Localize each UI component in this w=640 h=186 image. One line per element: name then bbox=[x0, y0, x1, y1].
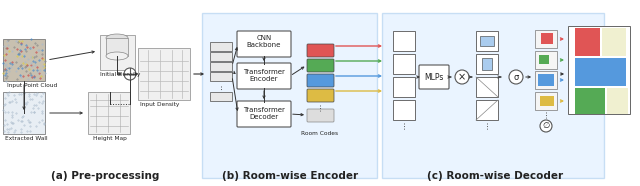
Text: Transformer
Encoder: Transformer Encoder bbox=[243, 68, 285, 81]
Bar bbox=[575, 88, 605, 114]
Bar bbox=[476, 100, 498, 120]
FancyBboxPatch shape bbox=[307, 59, 334, 72]
Bar bbox=[393, 54, 415, 74]
Ellipse shape bbox=[106, 34, 128, 42]
Bar bbox=[210, 72, 232, 81]
Bar bbox=[476, 77, 498, 97]
Text: (c) Room-wise Decoder: (c) Room-wise Decoder bbox=[427, 171, 563, 181]
Text: ∅: ∅ bbox=[542, 121, 550, 131]
Text: Room Codes: Room Codes bbox=[301, 131, 339, 136]
FancyBboxPatch shape bbox=[307, 44, 334, 57]
Circle shape bbox=[509, 70, 523, 84]
Bar bbox=[476, 31, 498, 51]
Bar bbox=[568, 26, 630, 114]
Text: Input Point Cloud: Input Point Cloud bbox=[7, 83, 57, 88]
Bar bbox=[538, 74, 554, 86]
Text: Input Density: Input Density bbox=[140, 102, 179, 107]
Bar bbox=[210, 62, 232, 71]
FancyBboxPatch shape bbox=[307, 74, 334, 87]
Bar bbox=[100, 35, 135, 70]
Bar bbox=[210, 92, 232, 101]
Text: (b) Room-wise Encoder: (b) Room-wise Encoder bbox=[222, 171, 358, 181]
FancyBboxPatch shape bbox=[419, 65, 449, 89]
Bar bbox=[210, 42, 232, 51]
Bar bbox=[539, 55, 549, 64]
Bar bbox=[393, 100, 415, 120]
FancyBboxPatch shape bbox=[237, 101, 291, 127]
Bar bbox=[476, 54, 498, 74]
Bar bbox=[575, 28, 600, 56]
Text: (a) Pre-processing: (a) Pre-processing bbox=[51, 171, 159, 181]
FancyBboxPatch shape bbox=[307, 89, 334, 102]
Bar bbox=[210, 52, 232, 61]
Bar bbox=[480, 36, 494, 46]
Text: Height Map: Height Map bbox=[93, 136, 127, 141]
Bar bbox=[535, 30, 557, 48]
Circle shape bbox=[124, 68, 136, 80]
Text: σ: σ bbox=[513, 73, 518, 81]
Bar bbox=[540, 96, 554, 106]
Text: ×: × bbox=[458, 72, 466, 82]
Bar bbox=[482, 58, 492, 70]
Bar bbox=[535, 92, 557, 110]
FancyBboxPatch shape bbox=[237, 31, 291, 57]
Text: Initial Density: Initial Density bbox=[100, 72, 140, 77]
Bar bbox=[535, 51, 557, 69]
Circle shape bbox=[540, 120, 552, 132]
Bar bbox=[88, 92, 130, 134]
Bar bbox=[575, 58, 626, 86]
FancyBboxPatch shape bbox=[307, 109, 334, 122]
Bar bbox=[382, 13, 604, 178]
FancyBboxPatch shape bbox=[237, 63, 291, 89]
Bar bbox=[541, 33, 553, 44]
Text: Transformer
Decoder: Transformer Decoder bbox=[243, 107, 285, 119]
Text: CNN
Backbone: CNN Backbone bbox=[247, 34, 281, 47]
Bar bbox=[138, 48, 190, 100]
Bar bbox=[535, 71, 557, 89]
Bar bbox=[3, 92, 45, 134]
Text: MLPs: MLPs bbox=[424, 73, 444, 81]
Bar bbox=[3, 39, 45, 81]
Bar bbox=[202, 13, 377, 178]
Bar bbox=[607, 88, 628, 114]
Bar bbox=[106, 38, 128, 56]
Bar bbox=[602, 28, 626, 56]
Ellipse shape bbox=[106, 52, 128, 60]
Circle shape bbox=[455, 70, 469, 84]
Bar bbox=[393, 31, 415, 51]
Text: Extracted Wall: Extracted Wall bbox=[5, 136, 47, 141]
Bar bbox=[393, 77, 415, 97]
